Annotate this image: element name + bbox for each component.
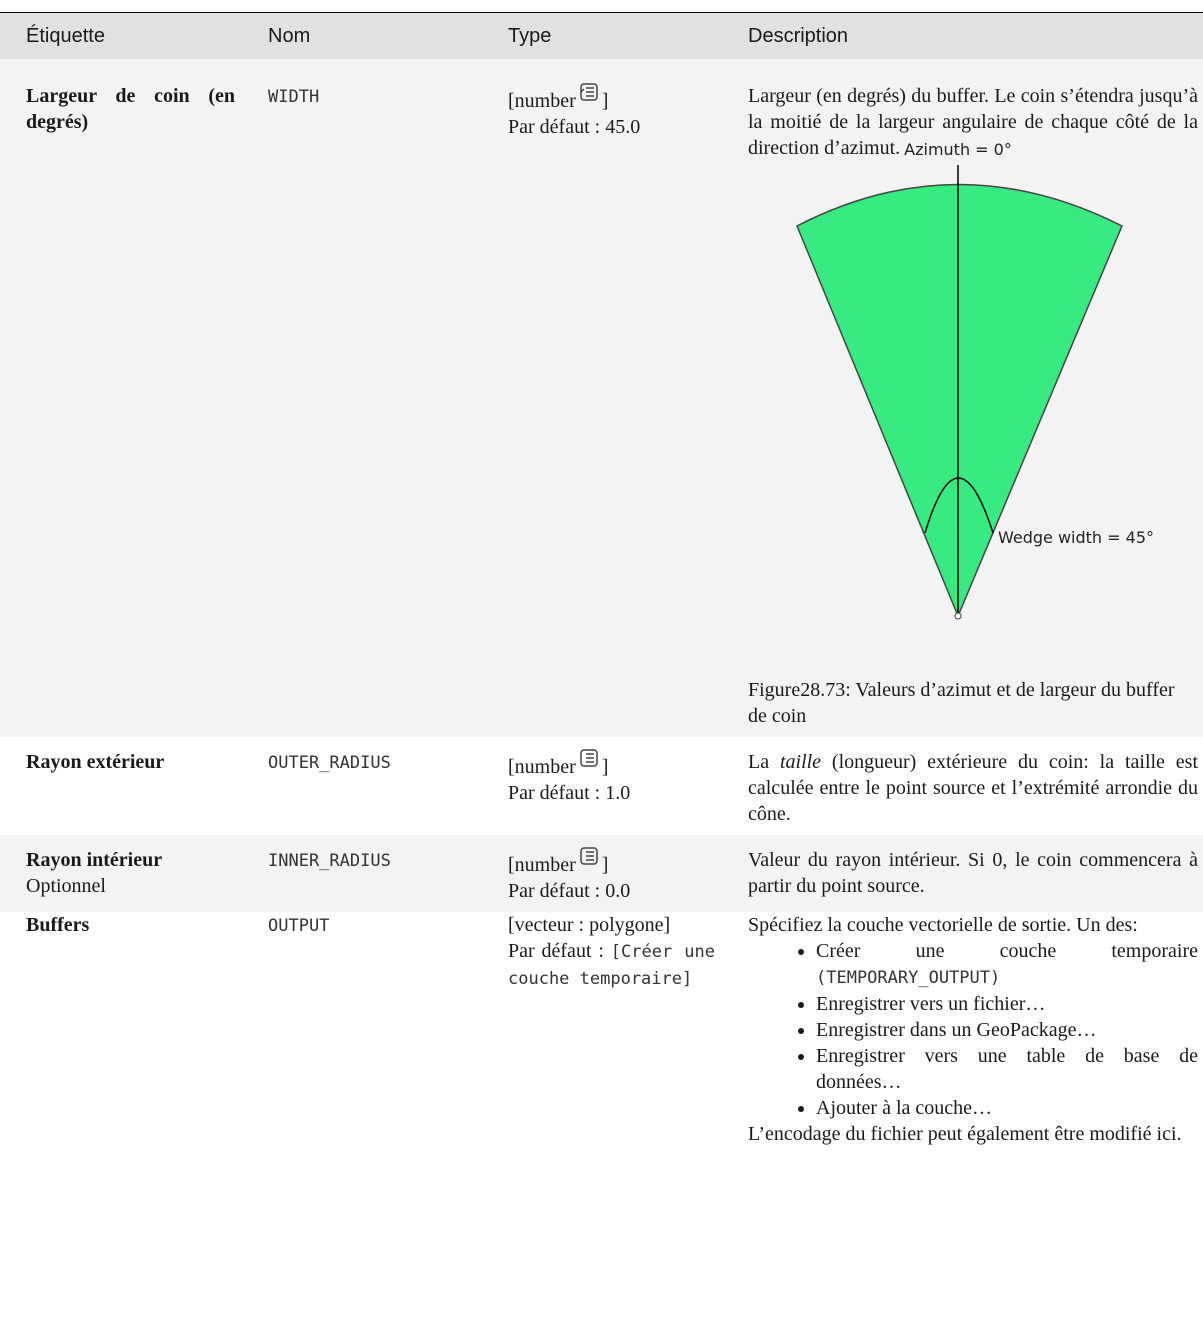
description-intro: Spécifiez la couche vectorielle de sorti… [748,914,1138,936]
name: WIDTH [268,87,320,107]
label: Largeur de coin (en degrés) [26,85,235,133]
type: [number [508,854,576,876]
description-text: (longueur) extérieure du coin: la taille… [748,751,1198,825]
type-icon [580,847,598,865]
option: Créer une couche temporaire (TEMPORARY_O… [816,938,1198,991]
label: Rayon extérieur [26,751,165,773]
name: INNER_RADIUS [268,851,391,871]
width-label: Wedge width = 45° [998,528,1154,547]
label: Buffers [26,914,90,936]
type-close: ] [601,854,609,876]
description: Largeur (en degrés) du buffer. Le coin s… [748,85,1198,159]
description-text: La [748,751,780,773]
row: Largeur de coin (en degrés) WIDTH [numbe… [0,59,1203,737]
wedge-diagram: Azimuth = 0° Wedge width = 45° [796,140,1154,620]
row: Rayon extérieur OUTER_RADIUS [number] Par… [0,737,1203,835]
parameter-table: Étiquette Nom Type Description Largeur d… [0,12,1203,1155]
description: La taille (longueur) extérieure du coin:… [720,737,1203,835]
type-close: ] [601,756,609,778]
label: Rayon intérieur [26,849,163,871]
name: OUTPUT [268,916,330,936]
figure-caption: Figure28.73: Valeurs d’azimut et de larg… [748,679,1175,727]
option-code: (TEMPORARY_OUTPUT) [816,968,1001,988]
type: [vecteur : polygone] [508,914,671,936]
option: Enregistrer vers une table de base de do… [816,1043,1198,1095]
description-outro: L’encodage du fichier peut également êtr… [748,1123,1182,1145]
option: Enregistrer vers un fichier… [816,991,1198,1017]
row: Buffers OUTPUT [vecteur : polygone] Par d… [0,912,1203,1155]
type: [number [508,756,576,778]
option-text: Créer une couche temporaire [816,940,1198,962]
document: Étiquette Nom Type Description Largeur d… [0,12,1203,1328]
column-header: Nom [240,12,480,59]
type-icon [580,749,598,767]
default-value: [Créer une couche temporaire] [508,942,716,989]
default-label: Par défaut : [508,940,604,962]
description-emphasis: taille [779,751,822,773]
row: Rayon intérieur Optionnel INNER_RADIUS [n… [0,835,1203,912]
type-close: ] [601,90,609,112]
option-list: Créer une couche temporaire (TEMPORARY_O… [748,938,1198,1121]
name: OUTER_RADIUS [268,753,391,773]
column-header: Étiquette [0,12,240,59]
description: Valeur du rayon intérieur. Si 0, le coin… [748,849,1198,897]
description: Spécifiez la couche vectorielle de sorti… [720,912,1203,1155]
option: Enregistrer dans un GeoPackage… [816,1017,1198,1043]
option: Ajouter à la couche… [816,1095,1198,1121]
type-icon [580,83,598,101]
azimuth-label: Azimuth = 0° [904,140,1012,159]
default: Par défaut : 45.0 [508,116,641,138]
column-header: Type [480,12,720,59]
header-row: Étiquette Nom Type Description [0,12,1203,59]
column-header: Description [720,12,1203,59]
optional-note: Optionnel [26,875,106,897]
default: Par défaut : 0.0 [508,880,631,902]
type: [number [508,90,576,112]
default: Par défaut : 1.0 [508,782,631,804]
